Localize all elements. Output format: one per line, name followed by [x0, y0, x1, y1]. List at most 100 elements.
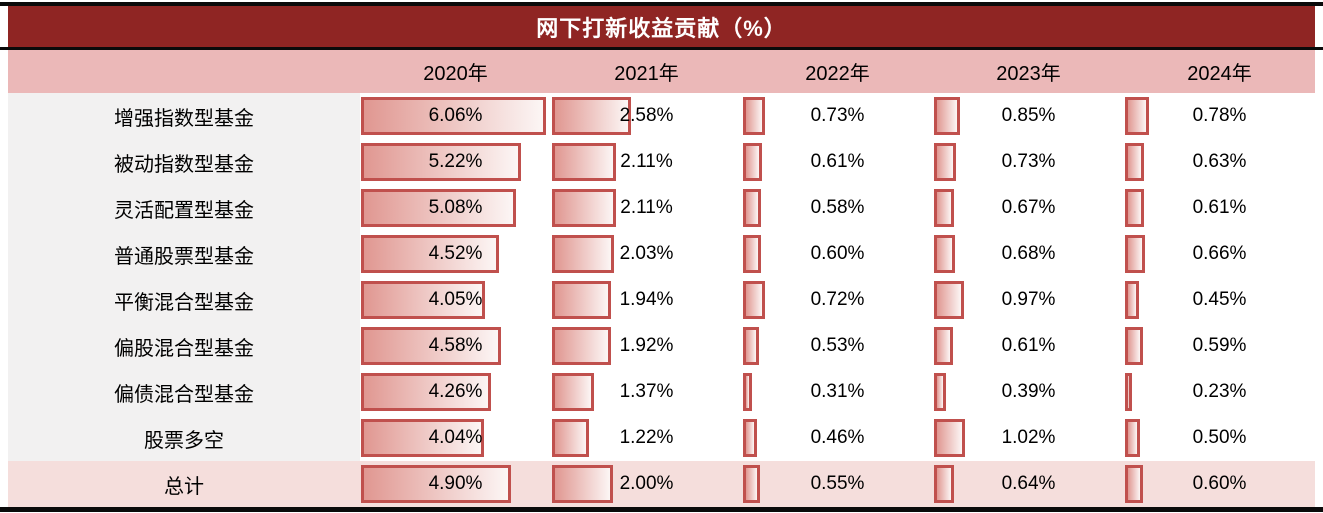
value-cell: 0.68%	[933, 231, 1124, 277]
cell-value: 0.73%	[810, 105, 865, 126]
data-bar	[743, 419, 758, 457]
cell-value: 0.67%	[1001, 197, 1056, 218]
cell-value: 0.73%	[1001, 151, 1056, 172]
data-bar	[743, 235, 762, 273]
cell-value: 0.61%	[1192, 197, 1247, 218]
cell-value: 1.02%	[1001, 427, 1056, 448]
table-title: 网下打新收益贡献（%）	[536, 15, 787, 41]
cell-value: 4.58%	[428, 335, 483, 356]
data-bar	[361, 97, 547, 135]
row-label: 灵活配置型基金	[8, 185, 360, 231]
data-bar	[361, 281, 485, 319]
data-bar	[743, 143, 762, 181]
value-cell: 0.63%	[1124, 139, 1315, 185]
value-cell: 0.61%	[933, 323, 1124, 369]
cell-value: 0.53%	[810, 335, 865, 356]
value-cell: 1.22%	[551, 415, 742, 461]
header-empty-cell	[8, 50, 360, 93]
data-bar	[361, 373, 492, 411]
data-bar	[1125, 465, 1144, 503]
table-row: 偏债混合型基金 4.26% 1.37% 0.31% 0.39% 0.23%	[8, 369, 1315, 415]
row-label: 偏股混合型基金	[8, 323, 360, 369]
data-bar	[743, 97, 766, 135]
cell-value: 0.64%	[1001, 473, 1056, 494]
value-cell: 2.11%	[551, 139, 742, 185]
cell-value: 0.31%	[810, 381, 865, 402]
data-bar	[743, 281, 765, 319]
data-bar	[361, 465, 511, 503]
data-bar	[934, 281, 964, 319]
value-cell: 5.08%	[360, 185, 551, 231]
value-cell: 0.85%	[933, 93, 1124, 139]
cell-value: 0.72%	[810, 289, 865, 310]
data-bar	[361, 235, 500, 273]
table-row: 被动指数型基金 5.22% 2.11% 0.61% 0.73% 0.63%	[8, 139, 1315, 185]
value-cell: 0.23%	[1124, 369, 1315, 415]
cell-value: 0.97%	[1001, 289, 1056, 310]
cell-value: 0.46%	[810, 427, 865, 448]
table-row: 平衡混合型基金 4.05% 1.94% 0.72% 0.97% 0.45%	[8, 277, 1315, 323]
data-bar	[361, 327, 501, 365]
data-bar	[934, 327, 953, 365]
value-cell: 0.73%	[742, 93, 933, 139]
value-cell: 0.50%	[1124, 415, 1315, 461]
cell-value: 0.59%	[1192, 335, 1247, 356]
top-rule	[0, 2, 1323, 6]
table-row: 灵活配置型基金 5.08% 2.11% 0.58% 0.67% 0.61%	[8, 185, 1315, 231]
year-header-row: 2020年 2021年 2022年 2023年 2024年	[8, 50, 1315, 93]
row-label: 偏债混合型基金	[8, 369, 360, 415]
value-cell: 0.31%	[742, 369, 933, 415]
value-cell: 5.22%	[360, 139, 551, 185]
cell-value: 5.22%	[428, 151, 483, 172]
title-divider-rule	[0, 47, 1323, 50]
table-row: 偏股混合型基金 4.58% 1.92% 0.53% 0.61% 0.59%	[8, 323, 1315, 369]
cell-value: 0.45%	[1192, 289, 1247, 310]
data-bar	[1125, 189, 1144, 227]
data-bar	[552, 373, 594, 411]
data-bar	[1125, 143, 1145, 181]
cell-value: 4.05%	[428, 289, 483, 310]
cell-value: 1.94%	[619, 289, 674, 310]
value-cell: 1.92%	[551, 323, 742, 369]
cell-value: 2.11%	[620, 197, 673, 218]
data-bar	[552, 327, 611, 365]
data-bar	[552, 143, 617, 181]
cell-value: 0.58%	[810, 197, 865, 218]
value-cell: 4.26%	[360, 369, 551, 415]
data-bar	[1125, 97, 1149, 135]
value-cell: 0.45%	[1124, 277, 1315, 323]
data-bar	[1125, 373, 1133, 411]
row-label: 平衡混合型基金	[8, 277, 360, 323]
row-label: 总计	[8, 461, 360, 507]
data-bar	[552, 465, 614, 503]
row-label: 普通股票型基金	[8, 231, 360, 277]
data-bar	[934, 465, 954, 503]
value-cell: 0.66%	[1124, 231, 1315, 277]
cell-value: 2.00%	[619, 473, 674, 494]
cell-value: 0.39%	[1001, 381, 1056, 402]
data-bar	[1125, 419, 1141, 457]
data-bar	[743, 327, 760, 365]
table-row: 总计 4.90% 2.00% 0.55% 0.64% 0.60%	[8, 461, 1315, 507]
data-bar	[552, 281, 612, 319]
cell-value: 4.90%	[428, 473, 483, 494]
value-cell: 0.61%	[1124, 185, 1315, 231]
data-bar	[1125, 235, 1146, 273]
data-bar	[361, 419, 485, 457]
header-year-2022: 2022年	[805, 63, 870, 85]
row-label: 股票多空	[8, 415, 360, 461]
data-bar	[552, 189, 617, 227]
value-cell: 0.64%	[933, 461, 1124, 507]
data-bar	[934, 373, 946, 411]
row-label: 增强指数型基金	[8, 93, 360, 139]
data-bar	[1125, 281, 1139, 319]
value-cell: 0.72%	[742, 277, 933, 323]
data-bar	[743, 373, 753, 411]
data-bar	[743, 189, 761, 227]
data-bar	[552, 97, 631, 135]
cell-value: 2.11%	[620, 151, 673, 172]
data-bar	[361, 143, 521, 181]
value-cell: 2.00%	[551, 461, 742, 507]
row-label: 被动指数型基金	[8, 139, 360, 185]
